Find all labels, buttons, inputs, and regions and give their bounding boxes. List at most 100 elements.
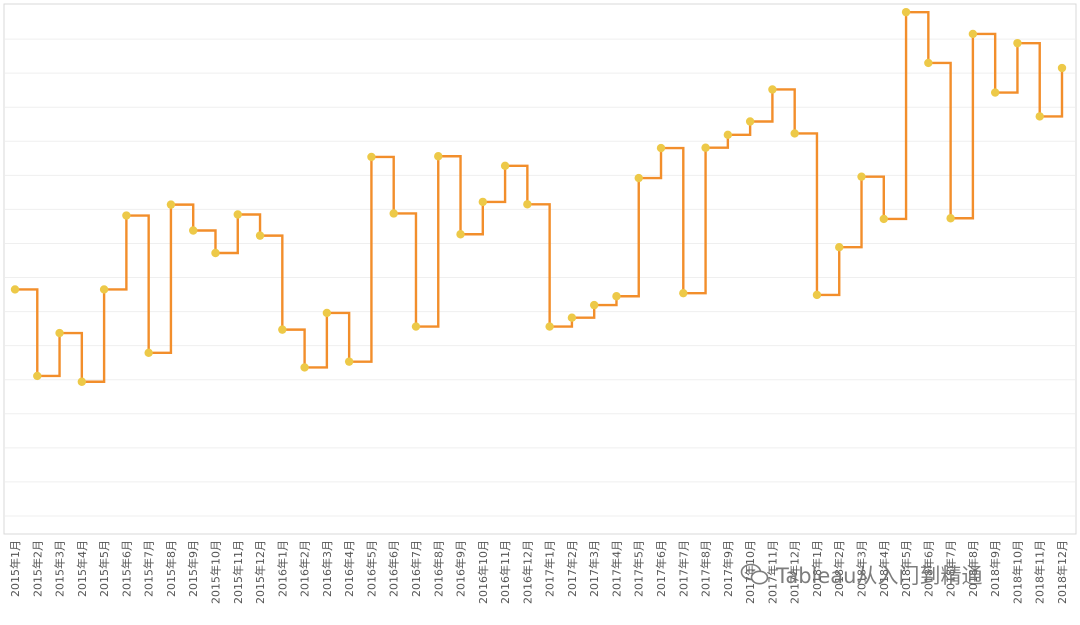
data-point — [612, 292, 621, 301]
data-point — [857, 172, 866, 181]
x-tick-label: 2015年2月 — [30, 540, 44, 597]
x-tick-label: 2018年4月 — [877, 540, 891, 597]
x-tick-label: 2015年4月 — [75, 540, 89, 597]
x-tick-label: 2017年12月 — [788, 540, 802, 604]
x-tick-label: 2017年3月 — [587, 540, 601, 597]
x-tick-label: 2016年8月 — [431, 540, 445, 597]
data-point — [723, 130, 733, 139]
x-tick-label: 2015年10月 — [208, 540, 222, 604]
data-point — [77, 377, 87, 386]
data-point — [656, 143, 666, 153]
x-tick-label: 2017年1月 — [543, 540, 557, 597]
data-point — [434, 152, 443, 161]
data-point — [322, 308, 332, 318]
x-tick-label: 2015年3月 — [53, 540, 67, 597]
data-point — [33, 371, 42, 381]
data-point — [1013, 38, 1022, 48]
data-point — [300, 363, 309, 372]
plot-frame — [3, 3, 1077, 535]
x-tick-label: 2016年1月 — [275, 540, 289, 597]
x-tick-label: 2017年8月 — [699, 540, 713, 597]
data-point — [812, 290, 822, 300]
x-tick-label: 2015年9月 — [186, 540, 200, 597]
data-point — [924, 58, 933, 68]
data-point — [523, 200, 532, 209]
data-point — [211, 248, 220, 258]
x-tick-label: 2017年9月 — [721, 540, 735, 597]
data-points — [10, 7, 1067, 386]
series-step-line — [15, 10, 1064, 383]
data-point — [278, 325, 287, 334]
data-point — [701, 143, 710, 152]
data-point — [879, 214, 888, 224]
x-tick-label: 2017年2月 — [565, 540, 579, 597]
x-tick-label: 2018年5月 — [899, 540, 913, 597]
data-point — [166, 200, 176, 209]
x-tick-label: 2017年11月 — [765, 540, 779, 604]
x-tick-label: 2018年11月 — [1033, 540, 1047, 604]
data-point — [589, 300, 599, 310]
data-point — [367, 152, 376, 162]
x-tick-label: 2018年3月 — [855, 540, 869, 597]
x-tick-label: 2018年9月 — [988, 540, 1002, 597]
x-tick-label: 2018年10月 — [1010, 540, 1024, 604]
x-tick-label: 2016年10月 — [476, 540, 490, 604]
x-tick-label: 2016年6月 — [387, 540, 401, 597]
x-tick-label: 2017年4月 — [609, 540, 623, 597]
data-point — [389, 209, 398, 218]
data-point — [545, 322, 554, 331]
x-tick-label: 2017年10月 — [743, 540, 757, 604]
x-tick-label: 2015年8月 — [164, 540, 178, 597]
data-point — [901, 7, 911, 17]
x-tick-label: 2015年12月 — [253, 540, 267, 604]
data-point — [946, 214, 955, 223]
x-tick-label: 2015年6月 — [119, 540, 133, 597]
x-tick-label: 2016年3月 — [320, 540, 334, 597]
data-point — [255, 231, 265, 240]
x-tick-label: 2015年1月 — [8, 540, 22, 597]
x-tick-label: 2018年8月 — [966, 540, 980, 597]
x-tick-label: 2017年6月 — [654, 540, 668, 597]
x-tick-label: 2016年7月 — [409, 540, 423, 597]
data-point — [790, 129, 799, 138]
data-point — [122, 211, 131, 220]
x-tick-label: 2016年9月 — [454, 540, 468, 597]
gridlines — [5, 38, 1075, 517]
x-tick-label: 2016年12月 — [520, 540, 534, 604]
data-point — [835, 242, 844, 252]
x-tick-label: 2015年11月 — [231, 540, 245, 604]
data-point — [567, 313, 577, 322]
x-tick-label: 2015年5月 — [97, 540, 111, 597]
data-point — [679, 288, 688, 298]
data-point — [968, 29, 978, 39]
x-tick-label: 2016年11月 — [498, 540, 512, 604]
data-point — [411, 322, 421, 331]
data-point — [1035, 112, 1044, 121]
data-point — [500, 161, 510, 170]
x-tick-label: 2018年1月 — [810, 540, 824, 597]
data-point — [1057, 63, 1067, 73]
data-point — [10, 285, 20, 294]
x-tick-label: 2018年7月 — [944, 540, 958, 597]
wechat-icon — [740, 563, 769, 585]
x-tick-label: 2018年6月 — [921, 540, 935, 597]
data-point — [478, 197, 488, 207]
x-tick-label: 2016年2月 — [298, 540, 312, 597]
x-tick-label: 2016年4月 — [342, 540, 356, 597]
data-point — [233, 210, 242, 219]
x-tick-label: 2017年7月 — [676, 540, 690, 597]
data-point — [344, 357, 354, 366]
data-point — [144, 348, 153, 357]
x-tick-label: 2015年7月 — [142, 540, 156, 597]
watermark-text: Tableau从入门到精通 — [776, 564, 983, 588]
x-axis-tick-labels: 2015年1月 2015年2月 2015年3月 2015年4月 2015年5月 2015年… — [8, 540, 1069, 604]
data-point — [634, 173, 643, 183]
data-point — [55, 328, 64, 338]
data-point — [768, 85, 777, 94]
data-point — [990, 88, 1000, 97]
x-tick-label: 2017年5月 — [632, 540, 646, 597]
x-tick-label: 2016年5月 — [364, 540, 378, 597]
data-point — [456, 230, 465, 239]
